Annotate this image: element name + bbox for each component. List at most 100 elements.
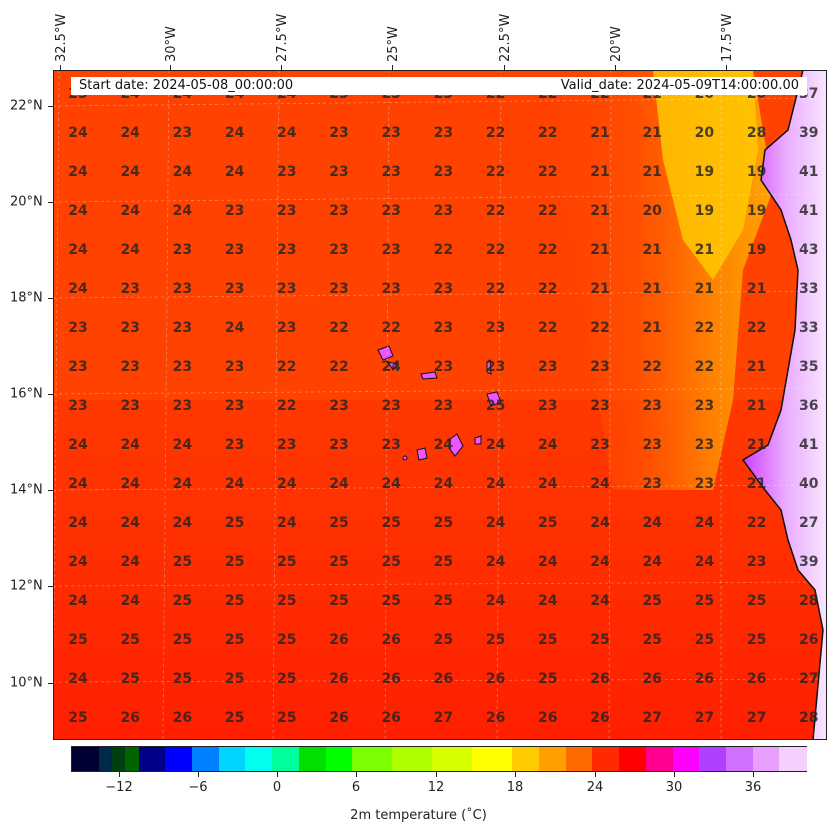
colorbar-band: [245, 747, 253, 771]
colorbar-band: [512, 747, 520, 771]
colorbar-band: [252, 747, 260, 771]
colorbar-band: [452, 747, 460, 771]
colorbar-band: [178, 747, 187, 771]
colorbar-band: [85, 747, 93, 771]
map-area: [53, 70, 827, 740]
lat-label-20n: 20°N: [10, 194, 43, 210]
colorbar-band: [645, 747, 654, 771]
colorbar-band: [98, 747, 106, 771]
colorbar-band: [358, 747, 367, 771]
colorbar-tick: [436, 772, 437, 777]
colorbar-band: [172, 747, 180, 771]
colorbar-label: −6: [188, 780, 208, 795]
colorbar-tick: [753, 772, 754, 777]
colorbar-band: [398, 747, 407, 771]
colorbar-band: [78, 747, 86, 771]
colorbar-band: [585, 747, 594, 771]
lat-tick: [48, 298, 53, 299]
colorbar-band: [619, 747, 627, 771]
colorbar-label: 18: [506, 780, 524, 795]
colorbar-band: [605, 747, 614, 771]
lon-tick: [281, 65, 282, 70]
lat-tick: [48, 683, 53, 684]
colorbar-band: [745, 747, 754, 771]
colorbar-band: [465, 747, 473, 771]
date-info-bar: Start date: 2024-05-08_00:00:00 Valid_da…: [71, 77, 807, 95]
colorbar-band: [232, 747, 240, 771]
colorbar-band: [532, 747, 540, 771]
lat-label-18n: 18°N: [10, 290, 43, 306]
lon-tick: [60, 65, 61, 70]
lat-label-14n: 14°N: [10, 482, 43, 498]
colorbar-band: [225, 747, 233, 771]
lon-label-27-5w: 27.5°W: [275, 13, 290, 62]
colorbar-title: 2m temperature (˚C): [350, 808, 487, 823]
colorbar-band: [392, 747, 400, 771]
colorbar-label: −12: [105, 780, 133, 795]
colorbar-band: [492, 747, 500, 771]
colorbar-band: [305, 747, 313, 771]
colorbar-band: [659, 747, 667, 771]
colorbar-band: [519, 747, 527, 771]
colorbar-band: [765, 747, 774, 771]
lat-label-16n: 16°N: [10, 386, 43, 402]
colorbar-band: [739, 747, 747, 771]
colorbar-band: [145, 747, 153, 771]
colorbar-band: [699, 747, 707, 771]
colorbar-band: [732, 747, 740, 771]
colorbar-band: [759, 747, 767, 771]
colorbar-band: [378, 747, 387, 771]
colorbar-band: [132, 747, 140, 771]
land-africa: [743, 70, 827, 740]
lon-label-17-5w: 17.5°W: [720, 13, 735, 62]
lat-label-12n: 12°N: [10, 578, 43, 594]
colorbar-band: [625, 747, 634, 771]
colorbar-band: [719, 747, 727, 771]
lon-label-20w: 20°W: [609, 26, 624, 62]
lat-label-22n: 22°N: [10, 98, 43, 114]
colorbar-band: [205, 747, 213, 771]
colorbar-band: [212, 747, 220, 771]
colorbar-band: [318, 747, 327, 771]
colorbar-band: [218, 747, 227, 771]
colorbar-band: [112, 747, 120, 771]
colorbar-band: [799, 747, 807, 771]
colorbar-band: [298, 747, 307, 771]
colorbar-band: [439, 747, 447, 771]
colorbar-band: [599, 747, 607, 771]
colorbar-band: [418, 747, 427, 771]
lon-label-30w: 30°W: [164, 26, 179, 62]
colorbar-band: [472, 747, 480, 771]
lat-tick: [48, 586, 53, 587]
colorbar-label: 24: [586, 780, 604, 795]
colorbar-band: [238, 747, 247, 771]
colorbar-band: [505, 747, 513, 771]
colorbar-band: [612, 747, 620, 771]
colorbar: [71, 746, 807, 772]
colorbar-band: [652, 747, 660, 771]
colorbar-band: [312, 747, 320, 771]
colorbar-band: [565, 747, 574, 771]
colorbar-band: [639, 747, 647, 771]
colorbar-band: [525, 747, 533, 771]
colorbar-band: [158, 747, 166, 771]
colorbar-band: [325, 747, 333, 771]
colorbar-band: [152, 747, 160, 771]
colorbar-band: [432, 747, 440, 771]
colorbar-band: [672, 747, 680, 771]
lon-label-32-5w: 32.5°W: [54, 13, 69, 62]
colorbar-band: [192, 747, 200, 771]
colorbar-band: [539, 747, 547, 771]
colorbar-tick: [277, 772, 278, 777]
coastline: [741, 70, 824, 740]
lon-tick: [504, 65, 505, 70]
colorbar-band: [138, 747, 146, 771]
colorbar-label: 6: [351, 780, 361, 795]
colorbar-band: [779, 747, 787, 771]
colorbar-tick: [674, 772, 675, 777]
colorbar-tick: [595, 772, 596, 777]
colorbar-band: [292, 747, 300, 771]
colorbar-band: [459, 747, 467, 771]
colorbar-band: [772, 747, 780, 771]
start-date-label: Start date: 2024-05-08_00:00:00: [79, 78, 294, 93]
